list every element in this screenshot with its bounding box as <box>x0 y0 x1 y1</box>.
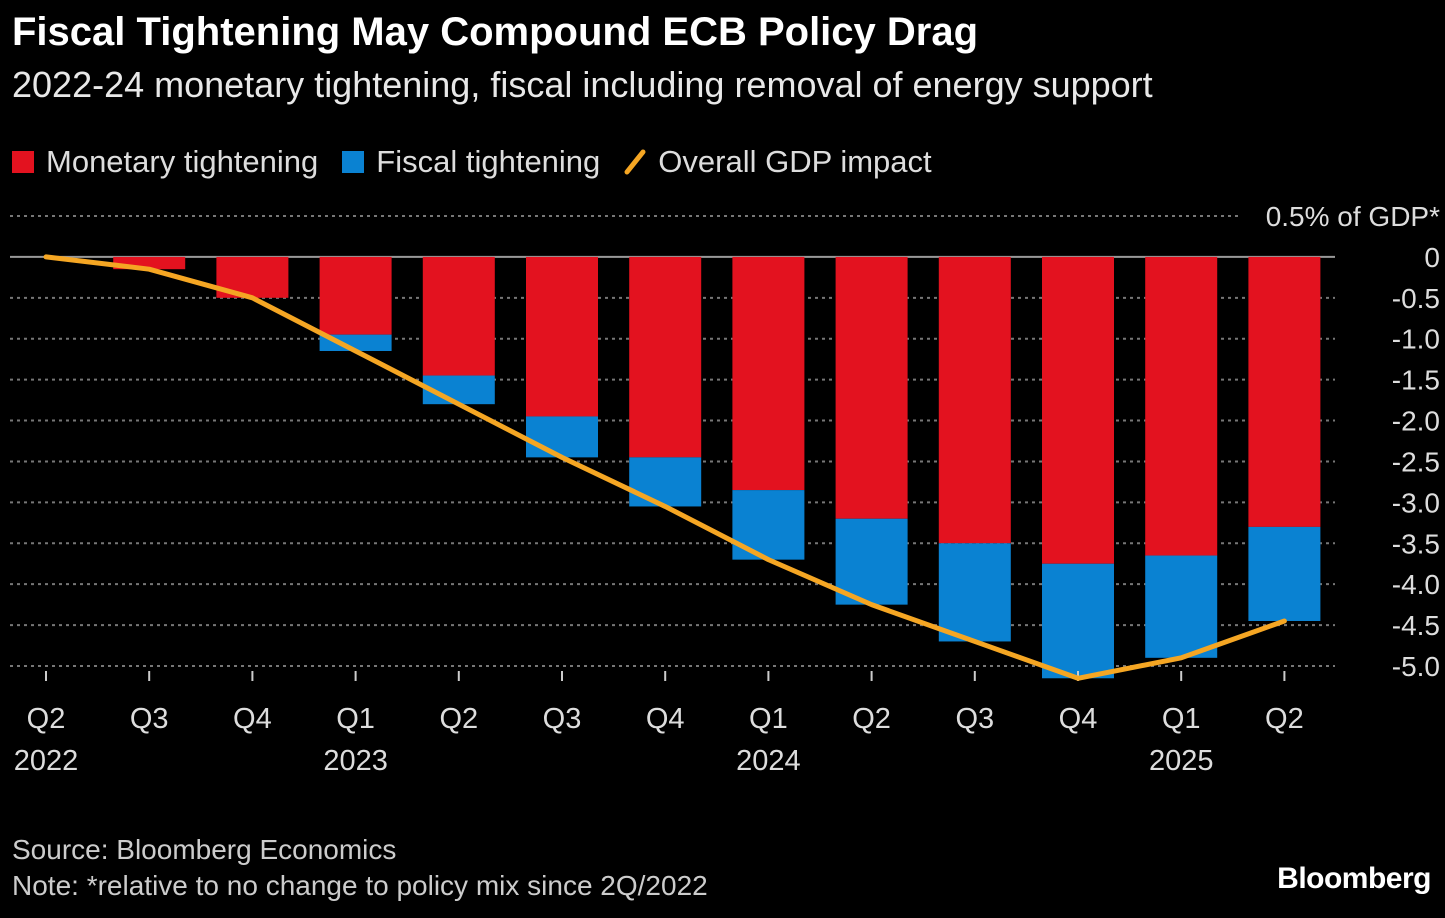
bar-monetary-10 <box>1042 256 1114 564</box>
bar-fiscal-11 <box>1145 555 1218 658</box>
bar-fiscal-9 <box>938 543 1011 642</box>
legend-label-overall: Overall GDP impact <box>658 144 932 179</box>
x-tick-label-2: Q4 <box>233 703 272 735</box>
y-tick-label-6: -3.0 <box>1392 487 1440 518</box>
legend-swatch-overall <box>624 149 646 175</box>
legend-item-fiscal: Fiscal tightening <box>342 144 600 180</box>
x-tick-label-6: Q4 <box>646 703 685 735</box>
year-label-1: 2023 <box>323 745 388 777</box>
y-tick-label-2: -1.0 <box>1392 324 1440 355</box>
legend-swatch-monetary <box>12 151 34 173</box>
y-tick-label-4: -2.0 <box>1392 406 1440 437</box>
x-tick-label-11: Q1 <box>1162 703 1201 735</box>
unit-label: 0.5% of GDP* <box>1266 201 1440 232</box>
legend-item-overall: Overall GDP impact <box>624 144 932 180</box>
x-tick-label-4: Q2 <box>439 703 478 735</box>
bar-fiscal-12 <box>1248 526 1321 621</box>
bar-monetary-5 <box>526 256 598 417</box>
footnote: Note: *relative to no change to policy m… <box>12 870 708 901</box>
chart-title: Fiscal Tightening May Compound ECB Polic… <box>12 10 979 54</box>
bar-fiscal-6 <box>629 457 702 507</box>
x-tick-label-9: Q3 <box>955 703 994 735</box>
y-tick-label-7: -3.5 <box>1392 528 1440 559</box>
bar-monetary-9 <box>938 256 1011 544</box>
bar-monetary-8 <box>835 256 908 519</box>
x-tick-label-0: Q2 <box>27 703 66 735</box>
bar-fiscal-10 <box>1042 563 1114 679</box>
x-tick-label-7: Q1 <box>749 703 788 735</box>
legend-item-monetary: Monetary tightening <box>12 144 318 180</box>
legend-label-fiscal: Fiscal tightening <box>376 144 601 179</box>
y-tick-label-10: -5.0 <box>1392 651 1440 682</box>
x-tick-label-1: Q3 <box>130 703 169 735</box>
y-tick-label-3: -1.5 <box>1392 365 1440 396</box>
year-label-2: 2024 <box>736 745 801 777</box>
bar-monetary-12 <box>1248 256 1321 527</box>
line-overall-gdp-impact <box>43 254 1287 681</box>
bar-monetary-6 <box>629 256 702 458</box>
legend-label-monetary: Monetary tightening <box>46 144 319 179</box>
bar-monetary-3 <box>319 256 392 335</box>
legend: Monetary tightening Fiscal tightening Ov… <box>12 140 956 184</box>
source-note: Source: Bloomberg Economics <box>12 834 397 865</box>
x-tick-label-8: Q2 <box>852 703 891 735</box>
y-tick-label-0: 0 <box>1424 242 1440 273</box>
x-tick-label-12: Q2 <box>1265 703 1304 735</box>
year-label-3: 2025 <box>1149 745 1214 777</box>
y-tick-label-5: -2.5 <box>1392 446 1440 477</box>
year-label-0: 2022 <box>14 745 79 777</box>
chart-subtitle: 2022-24 monetary tightening, fiscal incl… <box>12 64 1153 105</box>
bloomberg-logo: Bloomberg <box>1277 862 1431 895</box>
bar-monetary-11 <box>1145 256 1218 556</box>
bar-fiscal-5 <box>526 416 598 458</box>
y-tick-label-8: -4.0 <box>1392 569 1440 600</box>
y-tick-label-9: -4.5 <box>1392 610 1440 641</box>
x-tick-label-10: Q4 <box>1059 703 1098 735</box>
bar-monetary-4 <box>422 256 495 376</box>
x-tick-label-3: Q1 <box>336 703 375 735</box>
bar-fiscal-3 <box>319 334 392 351</box>
bar-fiscal-8 <box>835 518 908 605</box>
bar-monetary-7 <box>732 256 805 491</box>
legend-swatch-fiscal <box>342 151 365 173</box>
x-tick-label-5: Q3 <box>543 703 582 735</box>
y-tick-label-1: -0.5 <box>1392 283 1440 314</box>
